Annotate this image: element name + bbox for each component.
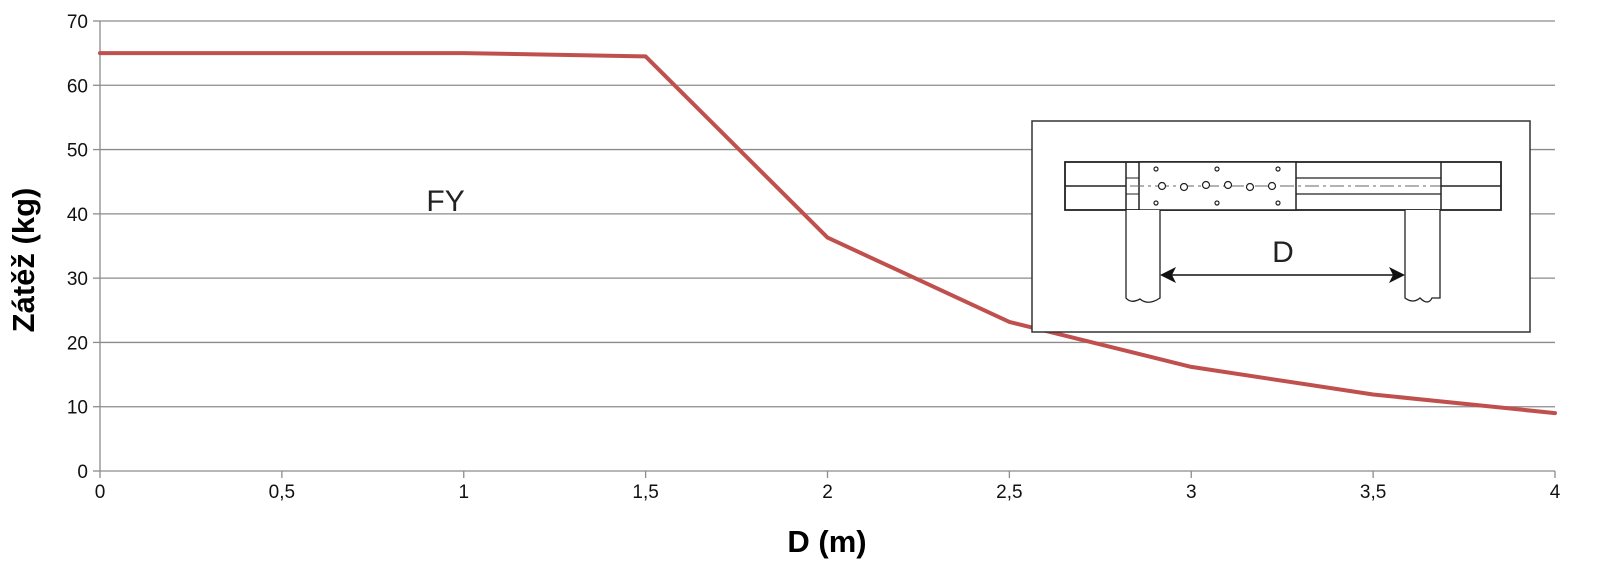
dimension-arrow-right-icon (1389, 267, 1405, 283)
series-annotation-fy: FY (426, 185, 464, 218)
tick-labels: 0 10 20 30 40 50 60 70 0 0,5 1 1,5 2 2,5 3 3,5 4 (67, 12, 1561, 503)
x-tick-label: 0 (95, 482, 106, 503)
right-support (1404, 210, 1441, 303)
axes (99, 21, 1556, 478)
x-tick-label: 4 (1550, 482, 1561, 503)
y-tick-label: 40 (67, 205, 88, 226)
dimension-arrow-left-icon (1160, 267, 1176, 283)
x-axis-title: D (m) (787, 524, 866, 559)
y-tick-label: 10 (67, 398, 88, 419)
y-tick-label: 50 (67, 141, 88, 162)
x-tick-label: 0,5 (269, 482, 295, 503)
inset-frame (1031, 120, 1531, 333)
x-tick-label: 3,5 (1360, 482, 1386, 503)
series-layer (98, 51, 1557, 416)
dimension-label: D (1272, 236, 1294, 269)
series-line-fy (98, 51, 1557, 416)
x-tick-label: 1,5 (632, 482, 658, 503)
x-tick-label: 2 (822, 482, 833, 503)
y-tick-label: 0 (77, 462, 88, 483)
y-tick-label: 20 (67, 333, 88, 354)
inset-diagram: D (1031, 120, 1531, 333)
x-tick-label: 2,5 (996, 482, 1022, 503)
y-tick-label: 30 (67, 269, 88, 290)
x-tick-label: 1 (458, 482, 469, 503)
y-tick-label: 70 (67, 12, 88, 33)
x-tick-label: 3 (1186, 482, 1197, 503)
y-axis-title: Zátěž (kg) (6, 188, 41, 333)
left-support (1125, 210, 1161, 303)
carriage-bolts (1153, 166, 1281, 206)
y-tick-label: 60 (67, 76, 88, 97)
